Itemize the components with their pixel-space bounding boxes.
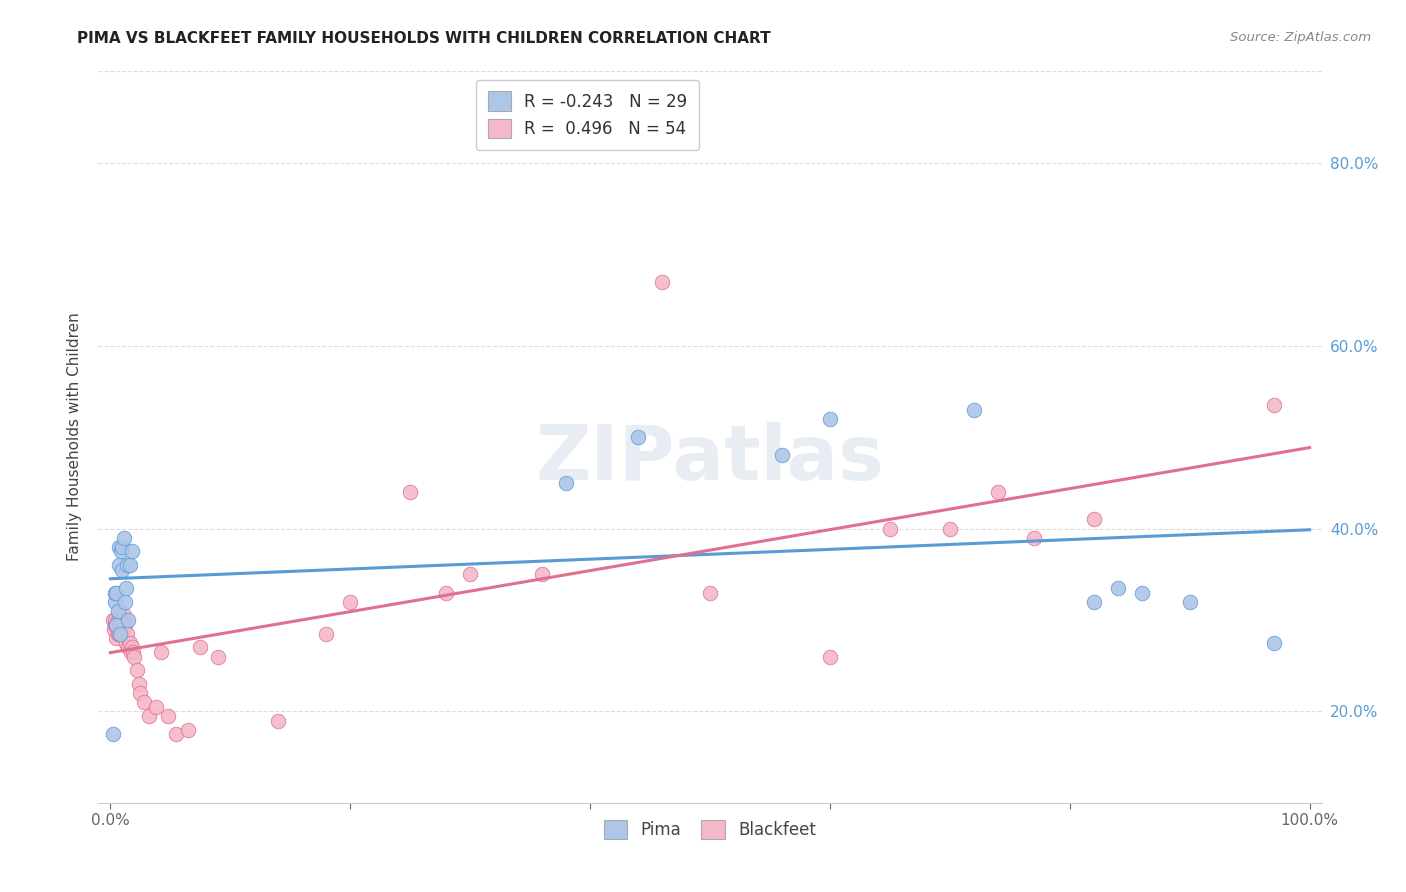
Point bbox=[104, 585, 127, 599]
Point bbox=[124, 649, 146, 664]
Point bbox=[108, 604, 131, 618]
Point bbox=[112, 608, 135, 623]
Point bbox=[458, 567, 481, 582]
Point bbox=[125, 663, 148, 677]
Point bbox=[108, 626, 129, 640]
Point bbox=[156, 709, 179, 723]
Text: Source: ZipAtlas.com: Source: ZipAtlas.com bbox=[1230, 31, 1371, 45]
Point bbox=[627, 430, 650, 444]
Point bbox=[101, 727, 124, 741]
Point bbox=[117, 613, 139, 627]
Point bbox=[121, 544, 143, 558]
Point bbox=[1083, 594, 1105, 608]
Point bbox=[1263, 636, 1285, 650]
Point bbox=[1083, 512, 1105, 526]
Point bbox=[111, 563, 134, 577]
Point bbox=[107, 613, 129, 627]
Point bbox=[699, 585, 721, 599]
Point bbox=[531, 567, 554, 582]
Point bbox=[122, 645, 145, 659]
Text: ZIPatlas: ZIPatlas bbox=[536, 422, 884, 496]
Point bbox=[115, 626, 138, 640]
Point bbox=[145, 699, 167, 714]
Point bbox=[115, 581, 138, 595]
Point bbox=[105, 632, 128, 646]
Point bbox=[111, 613, 134, 627]
Point bbox=[101, 613, 124, 627]
Point bbox=[138, 709, 160, 723]
Point bbox=[120, 645, 142, 659]
Point bbox=[1022, 531, 1045, 545]
Point bbox=[128, 677, 150, 691]
Point bbox=[110, 544, 132, 558]
Point bbox=[108, 613, 129, 627]
Point bbox=[111, 622, 134, 636]
Point bbox=[651, 275, 673, 289]
Point bbox=[818, 649, 841, 664]
Point bbox=[267, 714, 290, 728]
Point bbox=[121, 640, 143, 655]
Point bbox=[108, 558, 129, 573]
Y-axis label: Family Households with Children: Family Households with Children bbox=[66, 313, 82, 561]
Point bbox=[108, 626, 131, 640]
Point bbox=[879, 521, 901, 535]
Point bbox=[1178, 594, 1201, 608]
Point bbox=[108, 617, 131, 632]
Point bbox=[207, 649, 229, 664]
Point bbox=[112, 531, 135, 545]
Point bbox=[129, 686, 152, 700]
Point bbox=[115, 636, 138, 650]
Point bbox=[108, 540, 129, 554]
Point bbox=[105, 617, 128, 632]
Point bbox=[434, 585, 457, 599]
Point bbox=[770, 448, 793, 462]
Point bbox=[132, 695, 155, 709]
Point bbox=[315, 626, 337, 640]
Point bbox=[105, 617, 128, 632]
Text: PIMA VS BLACKFEET FAMILY HOUSEHOLDS WITH CHILDREN CORRELATION CHART: PIMA VS BLACKFEET FAMILY HOUSEHOLDS WITH… bbox=[77, 31, 770, 46]
Point bbox=[118, 558, 141, 573]
Point bbox=[939, 521, 962, 535]
Point bbox=[104, 613, 127, 627]
Point bbox=[339, 594, 361, 608]
Point bbox=[110, 626, 132, 640]
Legend: Pima, Blackfeet: Pima, Blackfeet bbox=[598, 814, 823, 846]
Point bbox=[107, 626, 129, 640]
Point bbox=[987, 485, 1010, 500]
Point bbox=[1263, 398, 1285, 412]
Point bbox=[149, 645, 172, 659]
Point bbox=[111, 540, 134, 554]
Point bbox=[105, 585, 128, 599]
Point bbox=[818, 412, 841, 426]
Point bbox=[188, 640, 211, 655]
Point bbox=[114, 617, 136, 632]
Point bbox=[104, 617, 127, 632]
Point bbox=[107, 604, 129, 618]
Point bbox=[555, 475, 578, 490]
Point bbox=[104, 594, 127, 608]
Point bbox=[103, 622, 125, 636]
Point bbox=[114, 594, 136, 608]
Point bbox=[399, 485, 422, 500]
Point bbox=[118, 636, 141, 650]
Point bbox=[1130, 585, 1153, 599]
Point bbox=[117, 640, 139, 655]
Point bbox=[165, 727, 187, 741]
Point bbox=[115, 558, 138, 573]
Point bbox=[110, 613, 132, 627]
Point bbox=[963, 402, 986, 417]
Point bbox=[1107, 581, 1129, 595]
Point bbox=[177, 723, 200, 737]
